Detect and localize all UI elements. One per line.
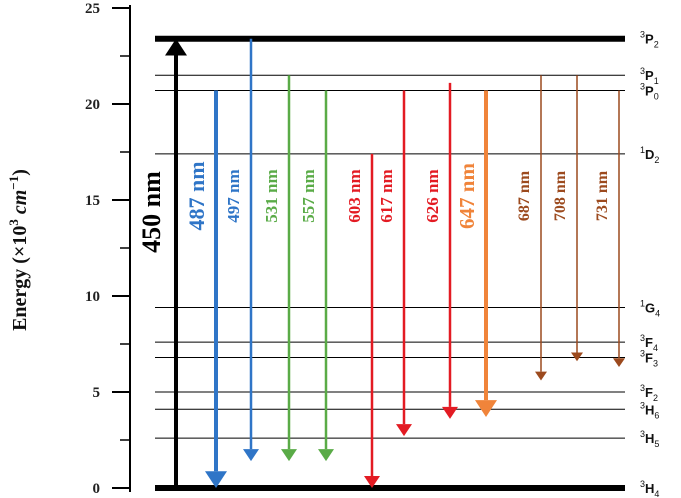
tick-label: 0 xyxy=(93,481,101,497)
transition-arrow: 450 nm xyxy=(137,38,187,488)
tick-label: 20 xyxy=(85,97,100,113)
transition-label: 487 nm xyxy=(184,161,209,230)
transitions: 450 nm 487 nm 497 nm 531 nm 557 nm 603 nm 617 … xyxy=(137,38,625,488)
transition-label: 603 nm xyxy=(345,169,364,222)
level-label: 1G4 xyxy=(640,299,660,319)
level-label: 3P1 xyxy=(640,66,659,86)
transition-arrow: 617 nm xyxy=(377,90,412,437)
tick-label: 25 xyxy=(85,1,100,17)
transition-label: 531 nm xyxy=(262,169,281,222)
y-axis-title-unit-exp: −1 xyxy=(6,176,21,190)
level-label: 3F2 xyxy=(640,383,658,403)
transition-arrow: 557 nm xyxy=(299,90,334,462)
transition-label: 497 nm xyxy=(224,169,243,222)
transition-arrow: 531 nm xyxy=(262,75,297,462)
level-label: 3H5 xyxy=(640,429,659,449)
y-axis-title-prefix: Energy (×10 xyxy=(9,226,31,331)
y-axis-title-unit: cm xyxy=(9,190,31,219)
level-label: 3P0 xyxy=(640,82,659,102)
transition-arrow: 603 nm xyxy=(345,153,380,488)
transition-arrow: 708 nm xyxy=(552,75,583,362)
transition-label: 731 nm xyxy=(594,170,611,221)
transition-label: 687 nm xyxy=(516,170,533,221)
y-axis-title: Energy (×103 cm−1) xyxy=(6,169,31,331)
y-axis-ticks: 0 5 10 15 20 25 xyxy=(85,1,130,497)
transition-arrow: 487 nm xyxy=(184,90,227,488)
transition-label: 647 nm xyxy=(455,163,479,229)
transition-arrow: 731 nm xyxy=(594,90,625,368)
level-label: 1D2 xyxy=(640,145,659,165)
y-axis-title-suffix: ) xyxy=(9,169,31,176)
tick-label: 5 xyxy=(93,385,101,401)
transition-arrow: 626 nm xyxy=(423,82,458,419)
transition-label: 626 nm xyxy=(423,169,442,222)
transition-arrow: 497 nm xyxy=(224,38,259,462)
level-label: 3F4 xyxy=(640,333,658,353)
transition-arrow: 687 nm xyxy=(516,75,547,381)
transition-label: 450 nm xyxy=(137,171,166,253)
level-label: 3F3 xyxy=(640,348,658,368)
level-label: 3H4 xyxy=(640,479,659,498)
transition-label: 557 nm xyxy=(299,169,318,222)
y-axis-title-exp: 3 xyxy=(6,219,21,226)
tick-label: 15 xyxy=(85,193,100,209)
level-label: 3P2 xyxy=(640,30,659,50)
transition-label: 708 nm xyxy=(552,170,569,221)
transition-label: 617 nm xyxy=(377,169,396,222)
transition-arrow: 647 nm xyxy=(455,90,497,417)
level-label: 3H6 xyxy=(640,400,659,420)
tick-label: 10 xyxy=(85,289,100,305)
